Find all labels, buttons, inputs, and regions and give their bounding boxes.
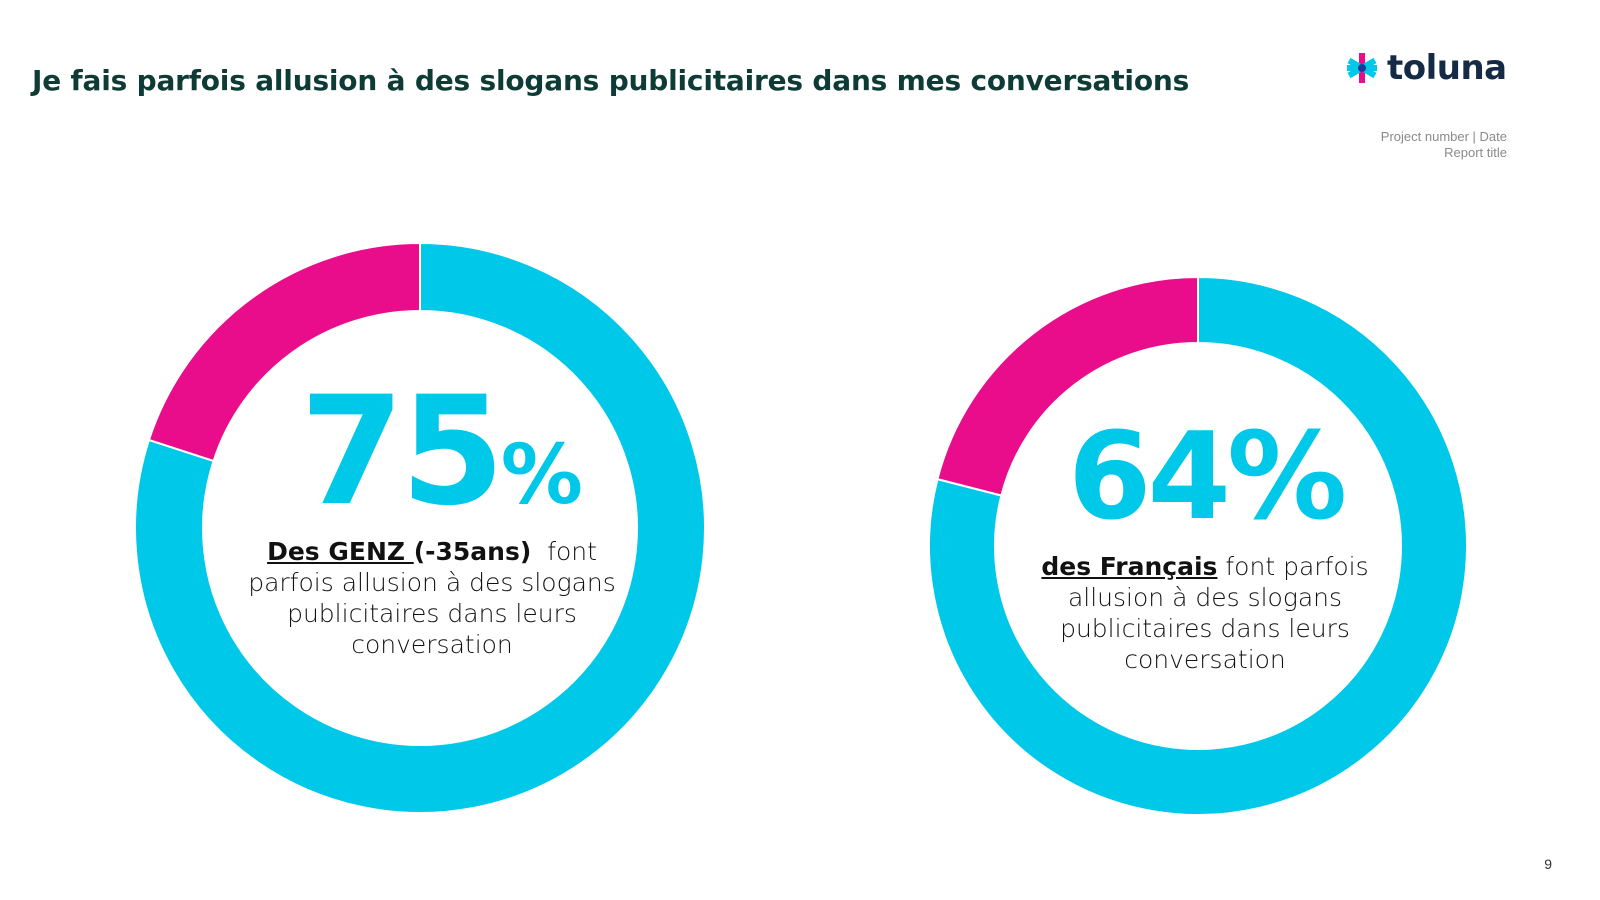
caption-line2: parfois allusion à des slogans	[248, 568, 616, 597]
toluna-logo: toluna	[1345, 48, 1507, 88]
slide-title: Je fais parfois allusion à des slogans p…	[32, 64, 1190, 97]
caption-genz: Des GENZ (-35ans) font parfois allusion …	[232, 536, 632, 660]
value-unit: %	[500, 428, 583, 523]
caption-line1: font parfois	[1217, 552, 1369, 581]
donut-segment-oui	[134, 241, 706, 814]
donut-segment-non	[936, 275, 1199, 497]
caption-line1: font	[531, 537, 597, 566]
donut-segment-non	[147, 241, 421, 463]
caption-line3: publicitaires dans leurs	[287, 599, 577, 628]
value-number: 64	[1068, 408, 1231, 547]
project-number-date: Project number | Date	[1380, 129, 1507, 144]
caption-francais: des Français font parfois allusion à des…	[1005, 551, 1405, 675]
caption-line3: publicitaires dans leurs	[1060, 614, 1350, 643]
caption-line4: conversation	[1124, 645, 1286, 674]
value-unit: %	[1227, 408, 1348, 547]
report-meta: Project number | Date Report title	[1381, 129, 1507, 161]
big-value-genz: 75%	[300, 365, 583, 539]
logo-text: toluna	[1387, 48, 1507, 88]
report-title: Report title	[1444, 145, 1507, 160]
caption-line4: conversation	[351, 630, 513, 659]
donut-chart-francais	[928, 275, 1468, 816]
donut-segment-oui	[928, 275, 1468, 816]
big-value-francais: 64%	[1068, 408, 1347, 547]
page-number: 9	[1544, 856, 1552, 872]
caption-age: (-35ans)	[413, 537, 532, 566]
caption-line2: allusion à des slogans	[1067, 583, 1343, 612]
caption-emphasis: Des GENZ	[267, 537, 414, 566]
value-number: 75	[300, 365, 505, 539]
caption-emphasis: des Français	[1041, 552, 1218, 581]
donut-chart-genz	[134, 241, 706, 814]
asterisk-logo-icon	[1347, 53, 1377, 83]
